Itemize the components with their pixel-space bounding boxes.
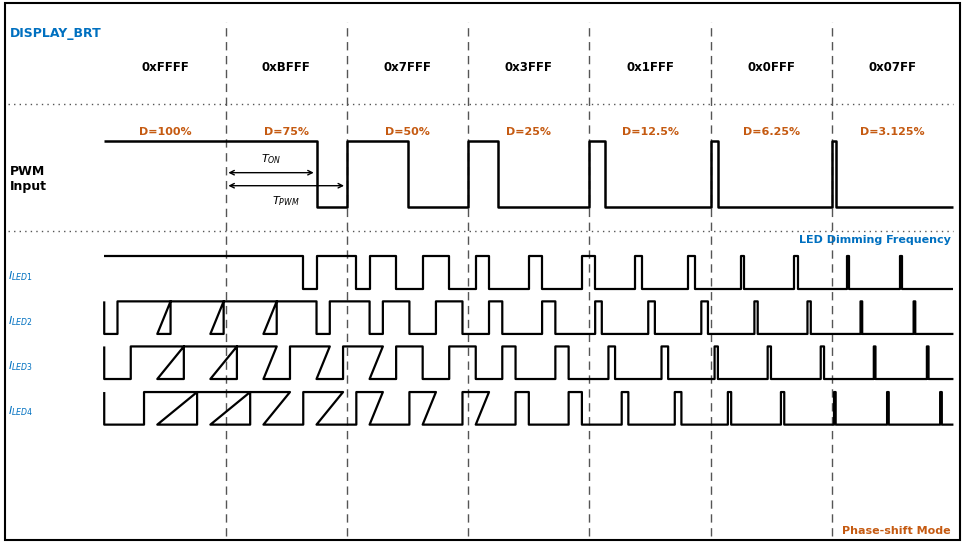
Text: D=75%: D=75% — [263, 128, 309, 137]
Text: LED Dimming Frequency: LED Dimming Frequency — [799, 235, 951, 245]
Text: D=25%: D=25% — [507, 128, 551, 137]
Text: $I_{LED4}$: $I_{LED4}$ — [8, 404, 33, 418]
Text: D=12.5%: D=12.5% — [621, 128, 678, 137]
Text: D=6.25%: D=6.25% — [743, 128, 800, 137]
Text: $T_{PWM}$: $T_{PWM}$ — [272, 194, 300, 208]
Text: 0x3FFF: 0x3FFF — [505, 61, 553, 74]
FancyBboxPatch shape — [5, 3, 960, 540]
Text: 0x0FFF: 0x0FFF — [748, 61, 795, 74]
Text: 0x7FFF: 0x7FFF — [383, 61, 431, 74]
Text: $T_{ON}$: $T_{ON}$ — [261, 152, 281, 166]
Text: D=50%: D=50% — [385, 128, 430, 137]
Text: $I_{LED1}$: $I_{LED1}$ — [8, 269, 33, 283]
Text: 0xFFFF: 0xFFFF — [141, 61, 189, 74]
Text: $I_{LED3}$: $I_{LED3}$ — [8, 359, 33, 374]
Text: 0x07FF: 0x07FF — [868, 61, 917, 74]
Text: $I_{LED2}$: $I_{LED2}$ — [8, 314, 33, 329]
Text: 0x1FFF: 0x1FFF — [626, 61, 675, 74]
Text: Phase-shift Mode: Phase-shift Mode — [841, 526, 951, 536]
Text: 0xBFFF: 0xBFFF — [262, 61, 311, 74]
Text: D=3.125%: D=3.125% — [861, 128, 925, 137]
Text: DISPLAY_BRT: DISPLAY_BRT — [10, 27, 101, 40]
Text: D=100%: D=100% — [139, 128, 191, 137]
Text: PWM
Input: PWM Input — [10, 165, 46, 193]
